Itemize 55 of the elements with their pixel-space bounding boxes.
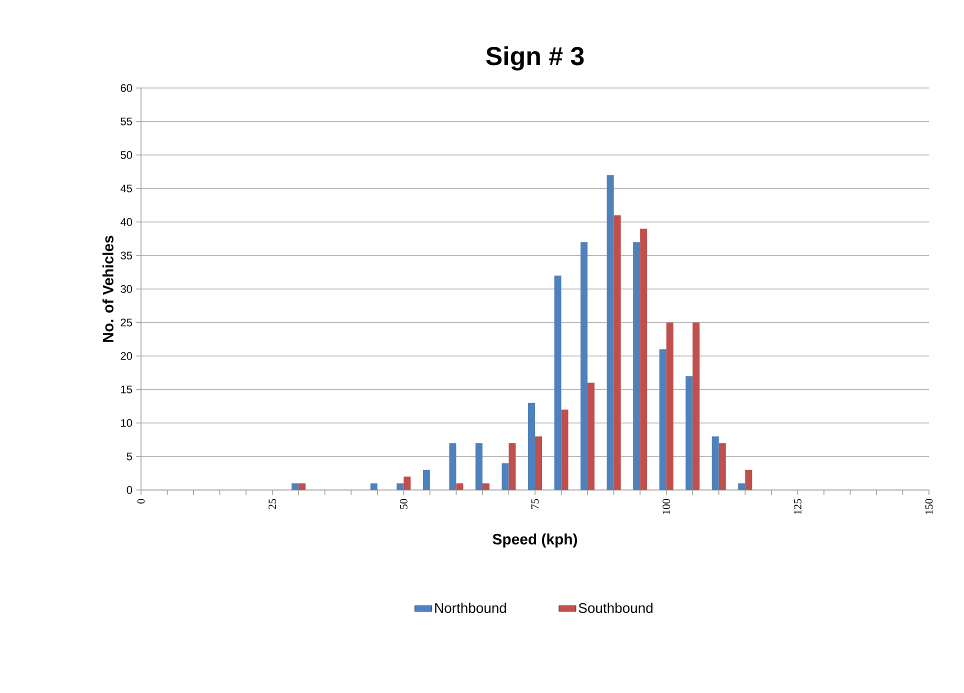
bar (659, 349, 666, 490)
y-tick-label: 60 (120, 84, 132, 92)
bar (712, 436, 719, 490)
bar (588, 382, 595, 490)
x-tick-label: 25 (268, 498, 276, 510)
y-tick-label: 45 (120, 184, 132, 192)
y-tick-label: 25 (120, 318, 132, 326)
bar (745, 470, 752, 490)
bar (718, 443, 726, 490)
x-tick-label: 125 (794, 498, 802, 514)
bar (528, 402, 536, 490)
bar (606, 175, 614, 490)
bar (292, 483, 299, 490)
y-tick-label: 10 (121, 419, 132, 427)
y-tick-label: 20 (120, 352, 132, 360)
y-tick-label: 50 (120, 151, 132, 159)
bar (535, 436, 542, 490)
bar (456, 483, 464, 490)
legend-label: Southbound (578, 602, 652, 613)
legend-label: Northbound (435, 602, 506, 613)
bar (422, 470, 430, 490)
bar (561, 410, 568, 490)
bar (502, 463, 509, 490)
x-axis-title: Speed (kph) (492, 534, 578, 548)
chart-title: Sign # 3 (486, 46, 584, 71)
y-tick-label: 5 (126, 452, 132, 460)
y-tick-label: 30 (120, 285, 132, 293)
bar (298, 483, 306, 490)
y-tick-label: 35 (120, 252, 132, 260)
x-tick-label: 75 (531, 498, 539, 509)
bar (404, 476, 411, 490)
x-tick-label: 50 (400, 498, 408, 509)
bar (370, 483, 378, 490)
bar (738, 483, 746, 490)
bar (449, 443, 456, 490)
y-axis-title: No. of Vehicles (102, 236, 114, 342)
x-tick-label: 100 (662, 498, 670, 514)
y-tick-label: 15 (121, 386, 132, 394)
y-tick-label: 40 (120, 218, 132, 226)
y-tick-label: 55 (120, 118, 132, 126)
bar (482, 483, 490, 490)
bar (614, 215, 621, 490)
bar (475, 443, 482, 490)
bar (508, 443, 516, 490)
bar (580, 242, 588, 490)
bar (640, 228, 648, 490)
x-tick-label: 150 (925, 498, 933, 514)
bar (396, 483, 404, 490)
bar (686, 376, 693, 490)
bar (633, 242, 640, 490)
y-tick-label: 0 (126, 486, 132, 494)
bar (692, 322, 700, 490)
x-tick-label: 0 (137, 498, 145, 504)
bar (554, 276, 562, 490)
bar (666, 322, 674, 490)
